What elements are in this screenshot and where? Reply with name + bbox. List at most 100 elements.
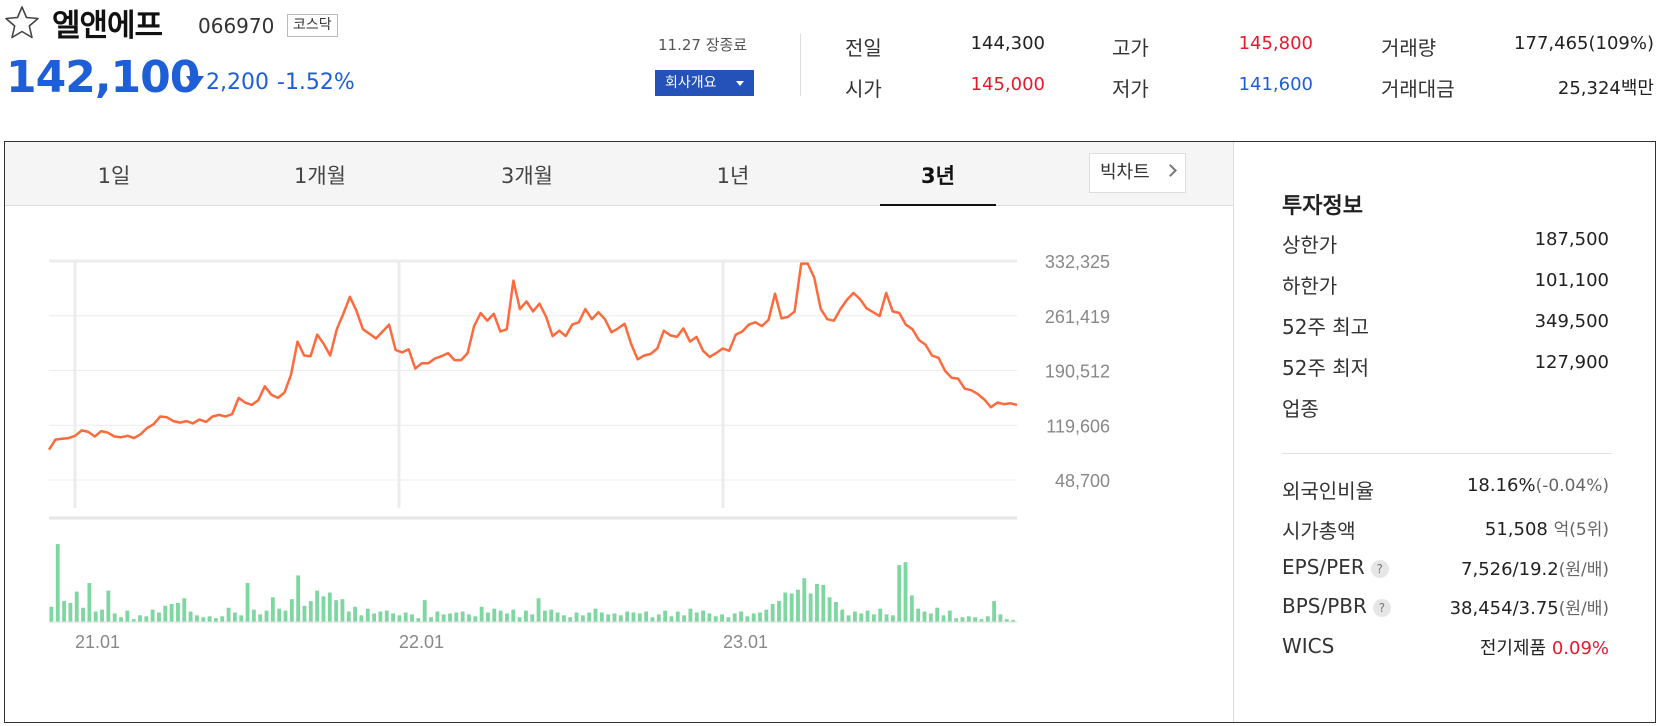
volume-bar [93, 611, 98, 622]
volume-bar [182, 598, 187, 622]
volume-bar [391, 613, 395, 622]
volume-bar [289, 599, 294, 622]
volume-bar [188, 611, 193, 622]
volume-bar [429, 617, 433, 622]
price-change: 2,200 [206, 70, 269, 95]
volume-bar [732, 613, 737, 622]
panel-divider [1233, 142, 1234, 722]
volume-bar [568, 617, 573, 622]
y-tick-label: 48,700 [1055, 471, 1110, 491]
tab-3-months[interactable]: 3개월 [500, 164, 553, 188]
y-tick-label: 332,325 [1045, 252, 1110, 272]
volume-bar [542, 610, 547, 622]
volume-bar [517, 617, 522, 622]
help-icon[interactable]: ? [1370, 559, 1389, 578]
industry-label: 업종 [1282, 397, 1319, 421]
52w-high-label: 52주 최고 [1282, 315, 1370, 339]
volume-bar [492, 608, 497, 622]
favorite-star-icon[interactable] [4, 4, 40, 40]
volume-bar [176, 603, 180, 622]
volume-bar [169, 603, 174, 622]
bps-pbr-unit: (원/배) [1558, 599, 1609, 619]
52w-low-value: 127,900 [1534, 352, 1609, 373]
foreign-ratio-label: 외국인비율 [1282, 479, 1374, 503]
open-value: 145,000 [970, 74, 1045, 95]
big-chart-label: 빅차트 [1100, 162, 1150, 183]
low-label: 저가 [1112, 77, 1149, 101]
eps-per-value: 7,526/19.2(원/배) [1461, 555, 1609, 580]
volume-bar [144, 616, 149, 622]
x-tick-label: 22.01 [399, 632, 444, 652]
tab-1-month[interactable]: 1개월 [293, 164, 346, 188]
volume-bar [403, 612, 408, 622]
volume-bar [195, 615, 199, 622]
volume-value: 177,465(109%) [1514, 33, 1654, 54]
volume-bar [49, 606, 54, 622]
price-change-pct: -1.52% [277, 70, 355, 95]
volume-bar [618, 615, 623, 622]
volume-bar [207, 616, 212, 622]
y-tick-label: 190,512 [1045, 362, 1110, 382]
market-cap-unit: 억(5위) [1553, 520, 1609, 540]
volume-bar [871, 614, 876, 622]
volume-bar [283, 610, 288, 622]
tab-3-years[interactable]: 3년 [921, 164, 955, 188]
volume-bar [372, 613, 376, 622]
stock-code: 066970 [198, 14, 275, 38]
volume-bar [663, 610, 668, 622]
volume-bar [505, 613, 509, 622]
volume-bar [201, 617, 206, 622]
volume-bar [511, 609, 516, 622]
volume-bar [789, 593, 794, 622]
wics-sector[interactable]: 전기제품 [1479, 638, 1547, 659]
volume-bar [802, 578, 807, 622]
volume-bar [315, 590, 320, 622]
volume-bar [81, 607, 85, 622]
wics-value: 전기제품 0.09% [1480, 634, 1609, 660]
volume-bar [397, 615, 402, 622]
volume-bar [954, 618, 959, 622]
volume-bar [713, 616, 718, 622]
company-overview-button[interactable]: 회사개요 [655, 70, 754, 96]
volume-bar [302, 605, 307, 622]
help-icon[interactable]: ? [1372, 598, 1391, 617]
volume-bar [599, 612, 604, 622]
volume-bar [739, 611, 743, 622]
volume-bar [631, 612, 636, 622]
volume-bar [106, 590, 111, 622]
wics-label: WICS [1282, 634, 1335, 658]
volume-bar [384, 610, 389, 622]
volume-bar [353, 606, 358, 622]
volume-bar [270, 597, 275, 622]
volume-bar [846, 615, 851, 622]
volume-bar [416, 618, 421, 622]
volume-bar [884, 614, 889, 622]
header-divider [800, 34, 801, 96]
volume-bar [587, 612, 592, 622]
volume-bar [815, 584, 819, 622]
foreign-ratio-value: 18.16%(-0.04%) [1467, 475, 1609, 496]
price-line [47, 262, 1018, 451]
stock-header: 엘앤에프 066970 코스닥 142,100 2,200 -1.52% 11.… [0, 0, 1657, 130]
volume-bar [890, 615, 895, 622]
company-overview-label: 회사개요 [665, 75, 717, 91]
volume-bar [365, 608, 370, 622]
volume-bar [808, 593, 813, 622]
volume-bar [688, 608, 693, 622]
volume-bar [549, 609, 554, 622]
tab-1-day[interactable]: 1일 [97, 164, 131, 188]
volume-bar [530, 614, 535, 622]
trade-amount-unit: 백만 [1620, 78, 1654, 99]
big-chart-button[interactable]: 빅차트 [1089, 153, 1186, 193]
volume-bar [163, 605, 168, 622]
volume-bar [277, 608, 282, 622]
eps-per-label: EPS/PER? [1282, 555, 1389, 579]
volume-bar [213, 618, 218, 622]
volume-bar [100, 609, 104, 622]
y-tick-label: 261,419 [1045, 307, 1110, 327]
upper-limit-label: 상한가 [1282, 233, 1338, 257]
volume-bar [498, 610, 503, 622]
trade-amount-label: 거래대금 [1381, 77, 1455, 101]
tab-1-year[interactable]: 1년 [716, 164, 750, 188]
low-value: 141,600 [1238, 74, 1313, 95]
